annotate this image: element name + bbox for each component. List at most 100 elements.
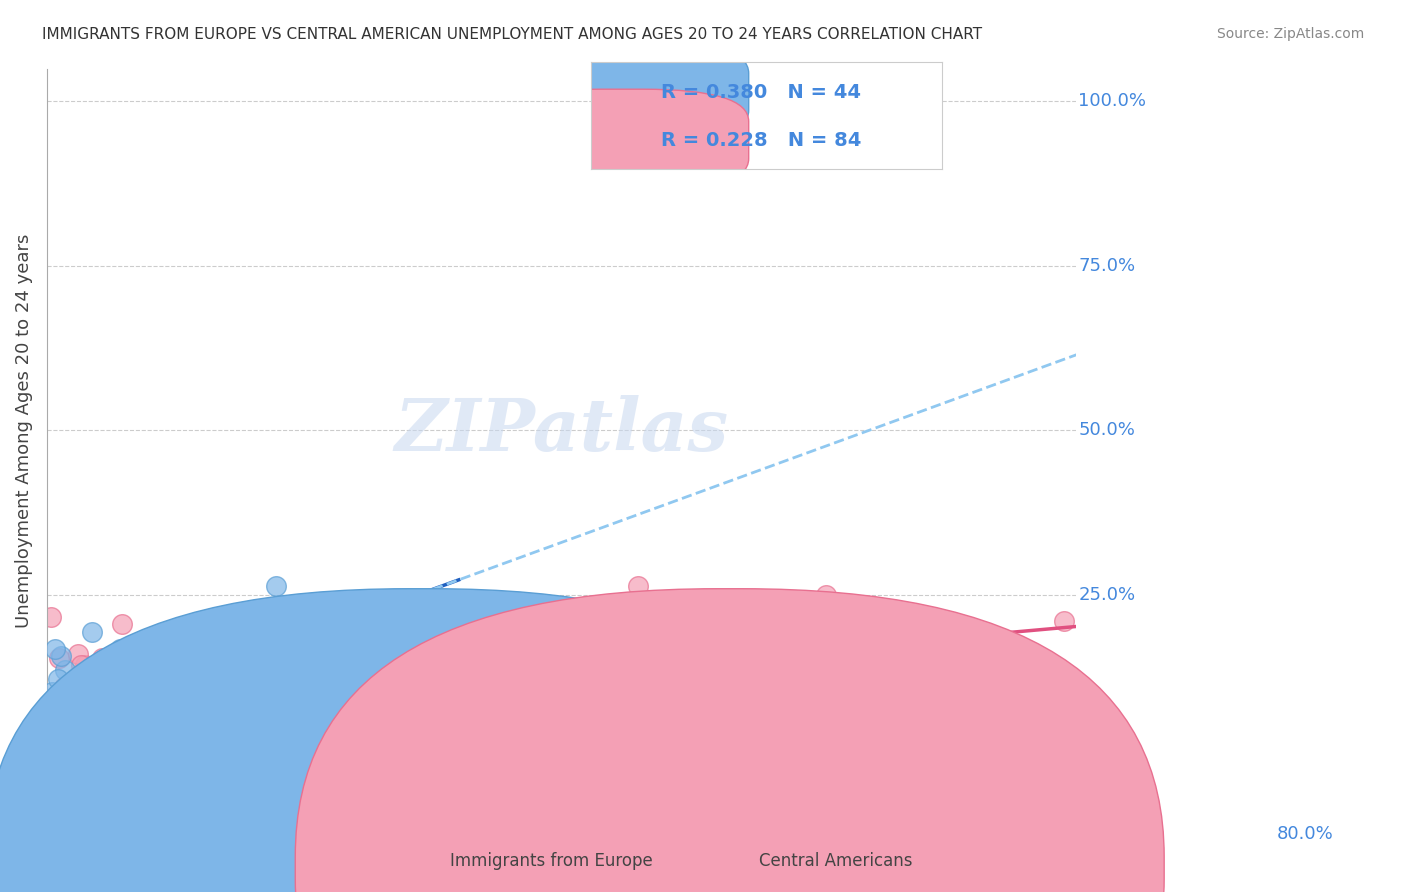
Point: [86, 697, 108, 711]
Point: [181, 786, 204, 800]
Point: [201, 623, 224, 637]
Point: [82, 706, 104, 721]
Text: 0.0%: 0.0%: [46, 825, 93, 843]
Point: [408, 663, 430, 677]
Point: [90, 723, 112, 737]
Point: [83, 689, 105, 703]
Point: [155, 626, 177, 640]
Point: [72, 668, 94, 682]
Point: [93, 723, 115, 737]
Point: [307, 653, 329, 667]
Point: [163, 708, 186, 723]
Point: [49, 710, 72, 724]
Point: [93, 693, 115, 707]
FancyBboxPatch shape: [496, 41, 748, 143]
Point: [70, 657, 93, 672]
Point: [108, 642, 131, 657]
Point: [75, 658, 97, 673]
Text: Immigrants from Europe: Immigrants from Europe: [450, 852, 652, 870]
Point: [207, 706, 229, 720]
Point: [48, 673, 70, 687]
Point: [513, 690, 536, 705]
Point: [479, 717, 502, 731]
Point: [107, 703, 129, 717]
Point: [150, 781, 173, 796]
Point: [114, 700, 136, 714]
Point: [135, 693, 157, 707]
Point: [508, 695, 530, 709]
Point: [83, 690, 105, 704]
Point: [72, 708, 94, 723]
Point: [138, 673, 160, 688]
Text: 100.0%: 100.0%: [1078, 93, 1146, 111]
Point: [339, 739, 361, 753]
Point: [51, 648, 73, 663]
Point: [387, 681, 409, 695]
Point: [125, 691, 148, 706]
Point: [37, 751, 59, 765]
Point: [79, 734, 101, 748]
Point: [295, 600, 318, 615]
Point: [173, 665, 195, 679]
Point: [63, 698, 86, 712]
Point: [39, 785, 62, 799]
Point: [191, 654, 214, 668]
Point: [37, 785, 59, 799]
Point: [44, 642, 66, 657]
Point: [118, 707, 141, 722]
Point: [815, 588, 838, 602]
Point: [38, 721, 60, 735]
Point: [285, 728, 308, 742]
Point: [242, 744, 264, 758]
Point: [281, 602, 304, 616]
Point: [105, 756, 128, 770]
Text: 75.0%: 75.0%: [1078, 257, 1136, 275]
Point: [224, 656, 246, 670]
Point: [236, 692, 259, 706]
Point: [79, 740, 101, 755]
Point: [208, 747, 231, 762]
Point: [79, 744, 101, 758]
Point: [322, 672, 344, 686]
Point: [156, 706, 179, 720]
Point: [627, 579, 650, 593]
Text: 80.0%: 80.0%: [1277, 825, 1334, 843]
Point: [52, 680, 75, 694]
Point: [72, 730, 94, 744]
Point: [249, 685, 271, 699]
Point: [188, 789, 211, 803]
Point: [328, 609, 350, 624]
Point: [66, 647, 89, 661]
Point: [115, 695, 138, 709]
Point: [80, 625, 103, 640]
Point: [51, 785, 73, 799]
Point: [41, 609, 63, 624]
Point: [58, 699, 80, 714]
Text: Central Americans: Central Americans: [759, 852, 912, 870]
Point: [127, 701, 149, 715]
Point: [555, 650, 578, 665]
Point: [232, 789, 254, 804]
Point: [221, 666, 243, 681]
Point: [111, 617, 134, 632]
Point: [49, 785, 72, 799]
Point: [156, 703, 179, 717]
Point: [97, 713, 120, 727]
Point: [91, 713, 114, 727]
Point: [90, 650, 112, 665]
Point: [269, 695, 291, 709]
Point: [70, 706, 93, 721]
Point: [118, 708, 141, 723]
Point: [55, 790, 77, 805]
Text: 25.0%: 25.0%: [1078, 586, 1136, 604]
Point: [89, 722, 111, 736]
Point: [115, 719, 138, 733]
Point: [205, 706, 228, 720]
Point: [115, 691, 138, 706]
Point: [45, 785, 67, 799]
Point: [62, 759, 84, 773]
Point: [53, 663, 76, 677]
Text: R = 0.228   N = 84: R = 0.228 N = 84: [661, 131, 862, 150]
Point: [191, 700, 214, 714]
Point: [344, 805, 367, 819]
